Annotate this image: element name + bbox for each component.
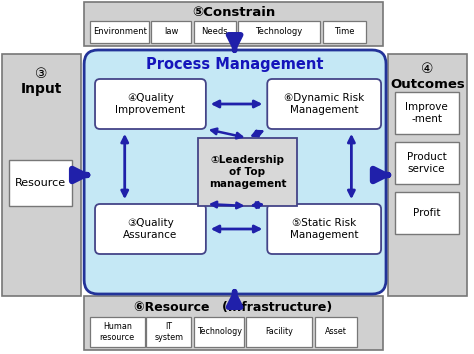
Text: ⑤Static Risk
Management: ⑤Static Risk Management — [290, 218, 358, 240]
Bar — [2, 54, 81, 296]
Bar — [90, 21, 149, 43]
Text: Product
service: Product service — [407, 152, 447, 174]
Text: IT
system: IT system — [154, 322, 183, 342]
Text: ⑥Dynamic Risk
Management: ⑥Dynamic Risk Management — [284, 93, 365, 115]
Bar — [198, 138, 297, 206]
Text: ①Leadership
of Top
management: ①Leadership of Top management — [209, 155, 286, 189]
Text: Technology: Technology — [197, 327, 242, 337]
Text: Facility: Facility — [265, 327, 293, 337]
Text: Outcomes: Outcomes — [390, 78, 465, 91]
Bar — [151, 21, 191, 43]
Bar — [194, 317, 245, 347]
Bar — [395, 192, 459, 234]
Text: ③Quality
Assurance: ③Quality Assurance — [123, 218, 178, 240]
Text: Time: Time — [334, 28, 355, 36]
Text: Improve
-ment: Improve -ment — [405, 102, 448, 124]
FancyBboxPatch shape — [95, 79, 206, 129]
Bar — [84, 296, 383, 350]
Text: Technology: Technology — [255, 28, 302, 36]
Bar — [237, 21, 319, 43]
Text: Process Management: Process Management — [146, 57, 323, 72]
Bar — [194, 21, 236, 43]
Text: ③: ③ — [36, 67, 48, 81]
Bar — [323, 21, 366, 43]
Bar — [395, 142, 459, 184]
Text: ⑤Constrain: ⑤Constrain — [192, 6, 275, 19]
FancyBboxPatch shape — [84, 50, 386, 294]
Text: Input: Input — [21, 82, 62, 96]
Bar — [388, 54, 467, 296]
Text: ⑥Resource (Infrastructure): ⑥Resource (Infrastructure) — [135, 301, 333, 314]
FancyBboxPatch shape — [267, 204, 381, 254]
FancyBboxPatch shape — [267, 79, 381, 129]
Bar — [90, 317, 145, 347]
Text: law: law — [164, 28, 178, 36]
Text: Human
resource: Human resource — [100, 322, 135, 342]
Text: Profit: Profit — [413, 208, 440, 218]
Text: ④Quality
Improvement: ④Quality Improvement — [116, 93, 185, 115]
FancyBboxPatch shape — [95, 204, 206, 254]
Text: Needs: Needs — [201, 28, 228, 36]
Text: Asset: Asset — [325, 327, 347, 337]
Text: Resource: Resource — [15, 178, 66, 188]
Text: Environment: Environment — [93, 28, 147, 36]
Bar — [315, 317, 357, 347]
Text: ④: ④ — [421, 62, 434, 76]
Bar — [9, 160, 72, 206]
Bar — [84, 2, 383, 46]
Bar — [246, 317, 312, 347]
Bar — [146, 317, 191, 347]
Bar — [395, 92, 459, 134]
